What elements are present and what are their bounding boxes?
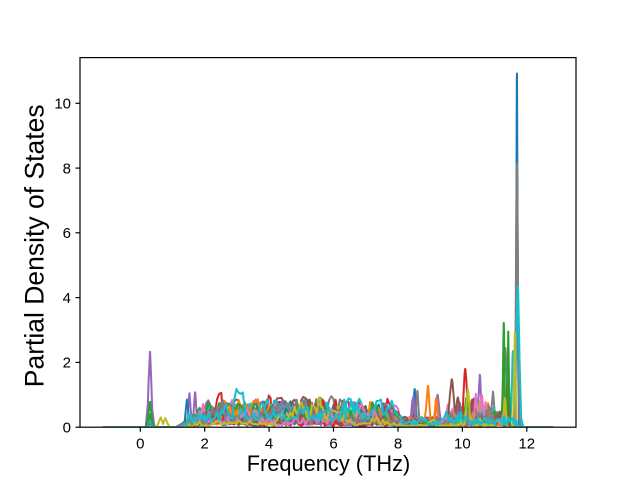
svg-text:2: 2 <box>63 355 71 372</box>
svg-text:4: 4 <box>63 290 71 307</box>
svg-text:8: 8 <box>394 435 402 452</box>
svg-text:10: 10 <box>454 435 471 452</box>
svg-text:10: 10 <box>54 96 71 113</box>
svg-text:8: 8 <box>63 160 71 177</box>
svg-text:12: 12 <box>518 435 535 452</box>
svg-text:6: 6 <box>63 225 71 242</box>
svg-text:Frequency (THz): Frequency (THz) <box>247 451 411 476</box>
svg-text:2: 2 <box>201 435 209 452</box>
svg-text:Partial Density of States: Partial Density of States <box>20 104 50 387</box>
svg-text:0: 0 <box>136 435 144 452</box>
svg-text:6: 6 <box>329 435 337 452</box>
svg-text:4: 4 <box>265 435 273 452</box>
svg-text:0: 0 <box>63 419 71 436</box>
